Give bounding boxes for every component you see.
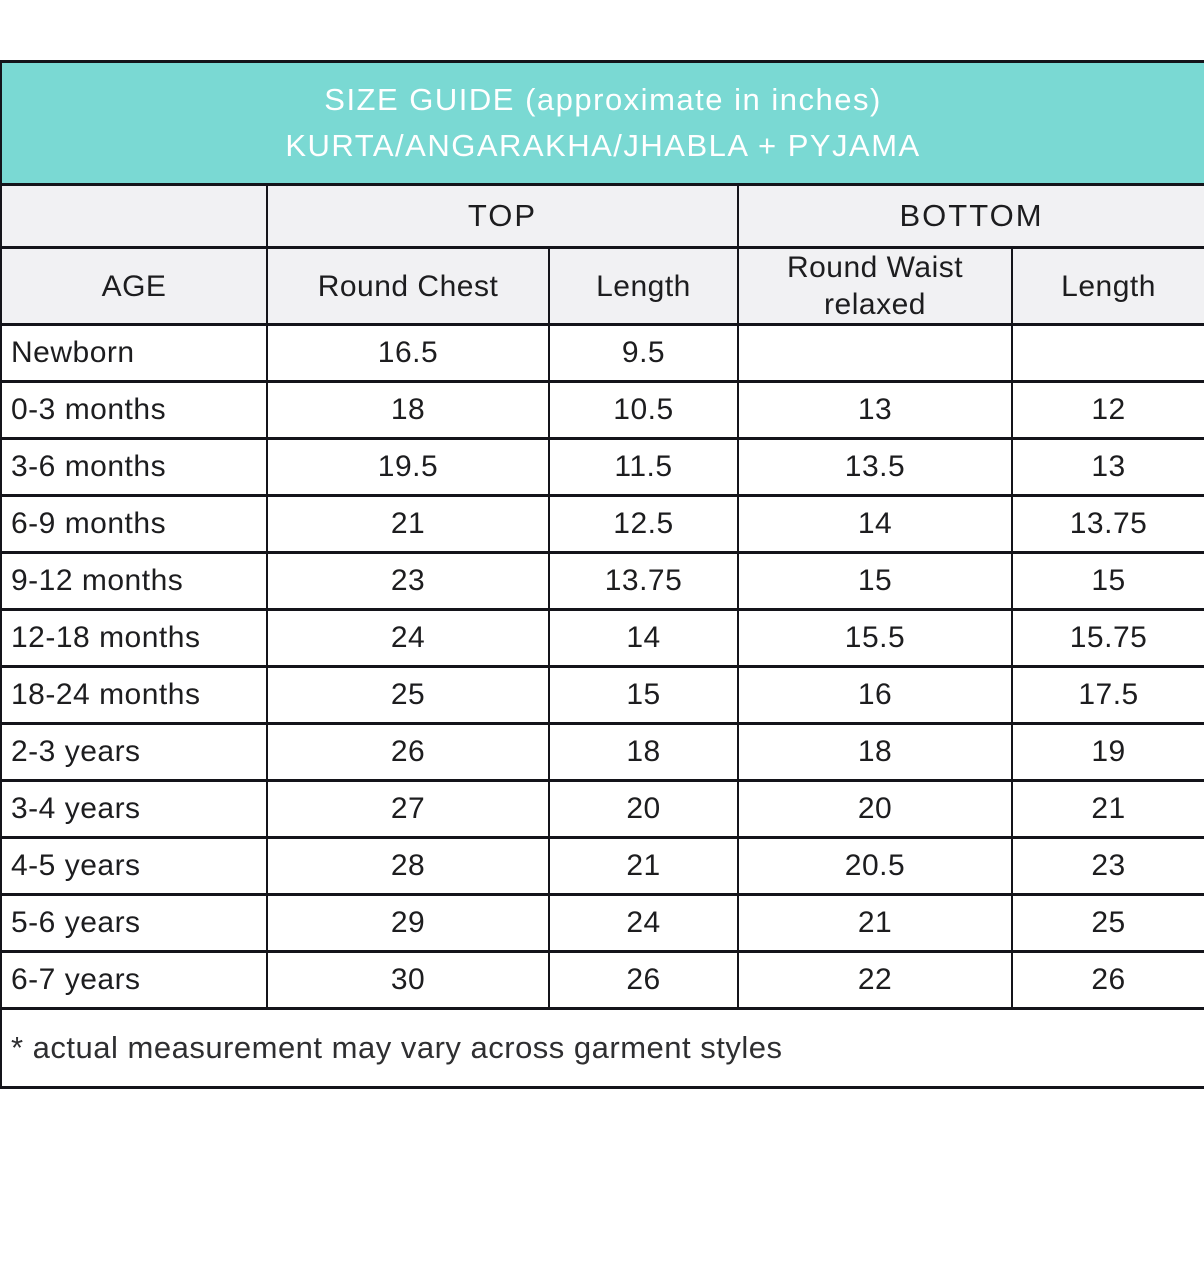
bottom-length-cell <box>1010 323 1204 383</box>
round-chest-cell: 28 <box>266 836 550 896</box>
round-waist-cell: 14 <box>737 494 1013 554</box>
corner-cell <box>0 183 268 249</box>
table-row: 6-7 years 30 26 22 26 <box>0 950 1204 1010</box>
bottom-length-cell: 15 <box>1010 551 1204 611</box>
top-length-cell: 21 <box>548 836 739 896</box>
title-line-2: KURTA/ANGARAKHA/JHABLA + PYJAMA <box>285 128 921 163</box>
round-chest-cell: 18 <box>266 380 550 440</box>
round-chest-cell: 24 <box>266 608 550 668</box>
table-row: Newborn 16.5 9.5 <box>0 323 1204 383</box>
column-header-age: AGE <box>0 246 268 326</box>
title-row: SIZE GUIDE (approximate in inches) KURTA… <box>0 60 1204 186</box>
round-chest-cell: 19.5 <box>266 437 550 497</box>
top-length-cell: 26 <box>548 950 739 1010</box>
bottom-length-cell: 26 <box>1010 950 1204 1010</box>
age-cell: 0-3 months <box>0 380 268 440</box>
round-chest-cell: 16.5 <box>266 323 550 383</box>
column-header-round-chest: Round Chest <box>266 246 550 326</box>
top-length-cell: 10.5 <box>548 380 739 440</box>
table-row: 4-5 years 28 21 20.5 23 <box>0 836 1204 896</box>
round-waist-cell: 15 <box>737 551 1013 611</box>
round-chest-cell: 25 <box>266 665 550 725</box>
bottom-length-cell: 25 <box>1010 893 1204 953</box>
table-row: 12-18 months 24 14 15.5 15.75 <box>0 608 1204 668</box>
age-cell: 6-9 months <box>0 494 268 554</box>
age-cell: 6-7 years <box>0 950 268 1010</box>
table-row: 2-3 years 26 18 18 19 <box>0 722 1204 782</box>
round-chest-cell: 23 <box>266 551 550 611</box>
round-chest-cell: 29 <box>266 893 550 953</box>
table-row: 18-24 months 25 15 16 17.5 <box>0 665 1204 725</box>
footnote-row: * actual measurement may vary across gar… <box>0 1007 1204 1089</box>
age-cell: 12-18 months <box>0 608 268 668</box>
round-waist-cell: 13 <box>737 380 1013 440</box>
column-header-round-waist: Round Waist relaxed <box>737 246 1013 326</box>
column-header-row: AGE Round Chest Length Round Waist relax… <box>0 246 1204 326</box>
age-cell: Newborn <box>0 323 268 383</box>
round-waist-cell <box>737 323 1013 383</box>
table-row: 5-6 years 29 24 21 25 <box>0 893 1204 953</box>
footnote-text: * actual measurement may vary across gar… <box>0 1007 1204 1089</box>
table-row: 3-4 years 27 20 20 21 <box>0 779 1204 839</box>
table-body: SIZE GUIDE (approximate in inches) KURTA… <box>0 60 1204 1089</box>
column-header-bottom-length: Length <box>1010 246 1204 326</box>
title-band: SIZE GUIDE (approximate in inches) KURTA… <box>0 60 1204 186</box>
table-row: 3-6 months 19.5 11.5 13.5 13 <box>0 437 1204 497</box>
top-length-cell: 15 <box>548 665 739 725</box>
title-line-1: SIZE GUIDE (approximate in inches) <box>324 82 882 117</box>
bottom-length-cell: 13 <box>1010 437 1204 497</box>
top-length-cell: 9.5 <box>548 323 739 383</box>
bottom-length-cell: 17.5 <box>1010 665 1204 725</box>
bottom-length-cell: 12 <box>1010 380 1204 440</box>
round-waist-cell: 22 <box>737 950 1013 1010</box>
table-row: 0-3 months 18 10.5 13 12 <box>0 380 1204 440</box>
column-header-top-length: Length <box>548 246 739 326</box>
table-row: 9-12 months 23 13.75 15 15 <box>0 551 1204 611</box>
round-waist-cell: 20.5 <box>737 836 1013 896</box>
size-guide-page: SIZE GUIDE (approximate in inches) KURTA… <box>0 60 1204 1264</box>
age-cell: 3-6 months <box>0 437 268 497</box>
top-length-cell: 14 <box>548 608 739 668</box>
group-header-row: TOP BOTTOM <box>0 183 1204 249</box>
round-chest-cell: 27 <box>266 779 550 839</box>
round-waist-cell: 21 <box>737 893 1013 953</box>
age-cell: 3-4 years <box>0 779 268 839</box>
round-chest-cell: 26 <box>266 722 550 782</box>
top-length-cell: 20 <box>548 779 739 839</box>
bottom-length-cell: 23 <box>1010 836 1204 896</box>
round-waist-cell: 20 <box>737 779 1013 839</box>
age-cell: 2-3 years <box>0 722 268 782</box>
group-header-bottom: BOTTOM <box>736 183 1204 249</box>
age-cell: 9-12 months <box>0 551 268 611</box>
top-length-cell: 12.5 <box>548 494 739 554</box>
bottom-length-cell: 13.75 <box>1010 494 1204 554</box>
age-cell: 4-5 years <box>0 836 268 896</box>
age-cell: 5-6 years <box>0 893 268 953</box>
round-waist-cell: 15.5 <box>737 608 1013 668</box>
bottom-length-cell: 15.75 <box>1010 608 1204 668</box>
round-chest-cell: 21 <box>266 494 550 554</box>
round-waist-cell: 16 <box>737 665 1013 725</box>
bottom-length-cell: 21 <box>1010 779 1204 839</box>
round-chest-cell: 30 <box>266 950 550 1010</box>
bottom-length-cell: 19 <box>1010 722 1204 782</box>
top-length-cell: 13.75 <box>548 551 739 611</box>
size-guide-table: SIZE GUIDE (approximate in inches) KURTA… <box>0 60 1204 1089</box>
table-row: 6-9 months 21 12.5 14 13.75 <box>0 494 1204 554</box>
round-waist-cell: 18 <box>737 722 1013 782</box>
age-cell: 18-24 months <box>0 665 268 725</box>
top-length-cell: 24 <box>548 893 739 953</box>
round-waist-cell: 13.5 <box>737 437 1013 497</box>
group-header-top: TOP <box>266 183 739 249</box>
top-length-cell: 11.5 <box>548 437 739 497</box>
top-length-cell: 18 <box>548 722 739 782</box>
